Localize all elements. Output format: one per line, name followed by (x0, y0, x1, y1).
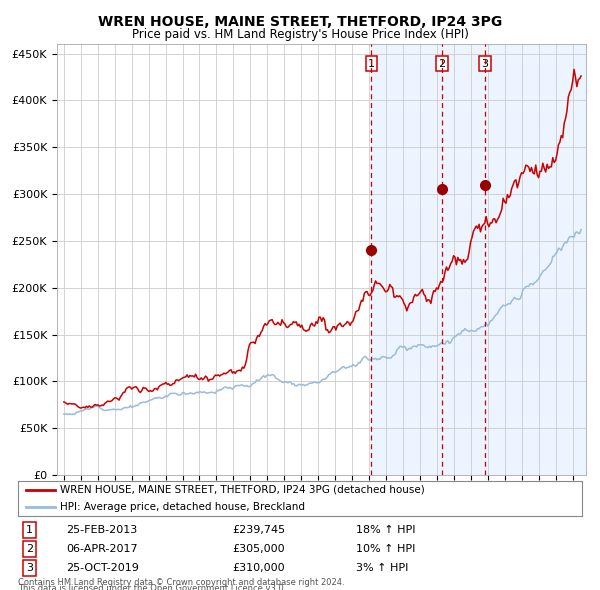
Text: 10% ↑ HPI: 10% ↑ HPI (356, 545, 416, 554)
Text: £310,000: £310,000 (232, 563, 285, 573)
Text: 25-OCT-2019: 25-OCT-2019 (66, 563, 139, 573)
Text: 3: 3 (26, 563, 33, 573)
Text: WREN HOUSE, MAINE STREET, THETFORD, IP24 3PG (detached house): WREN HOUSE, MAINE STREET, THETFORD, IP24… (60, 485, 425, 494)
Text: 3% ↑ HPI: 3% ↑ HPI (356, 563, 409, 573)
Text: 2: 2 (26, 545, 33, 554)
Text: Price paid vs. HM Land Registry's House Price Index (HPI): Price paid vs. HM Land Registry's House … (131, 28, 469, 41)
Text: £239,745: £239,745 (232, 525, 286, 535)
Text: 3: 3 (481, 58, 488, 68)
Text: 1: 1 (368, 58, 375, 68)
Text: 1: 1 (26, 525, 33, 535)
Text: HPI: Average price, detached house, Breckland: HPI: Average price, detached house, Brec… (60, 503, 305, 512)
Text: £305,000: £305,000 (232, 545, 285, 554)
Text: 2: 2 (438, 58, 445, 68)
Text: WREN HOUSE, MAINE STREET, THETFORD, IP24 3PG: WREN HOUSE, MAINE STREET, THETFORD, IP24… (98, 15, 502, 30)
Text: This data is licensed under the Open Government Licence v3.0.: This data is licensed under the Open Gov… (18, 584, 286, 590)
Text: 25-FEB-2013: 25-FEB-2013 (66, 525, 137, 535)
Text: Contains HM Land Registry data © Crown copyright and database right 2024.: Contains HM Land Registry data © Crown c… (18, 578, 344, 587)
Text: 18% ↑ HPI: 18% ↑ HPI (356, 525, 416, 535)
Bar (371, 44, 584, 475)
Text: 06-APR-2017: 06-APR-2017 (66, 545, 137, 554)
